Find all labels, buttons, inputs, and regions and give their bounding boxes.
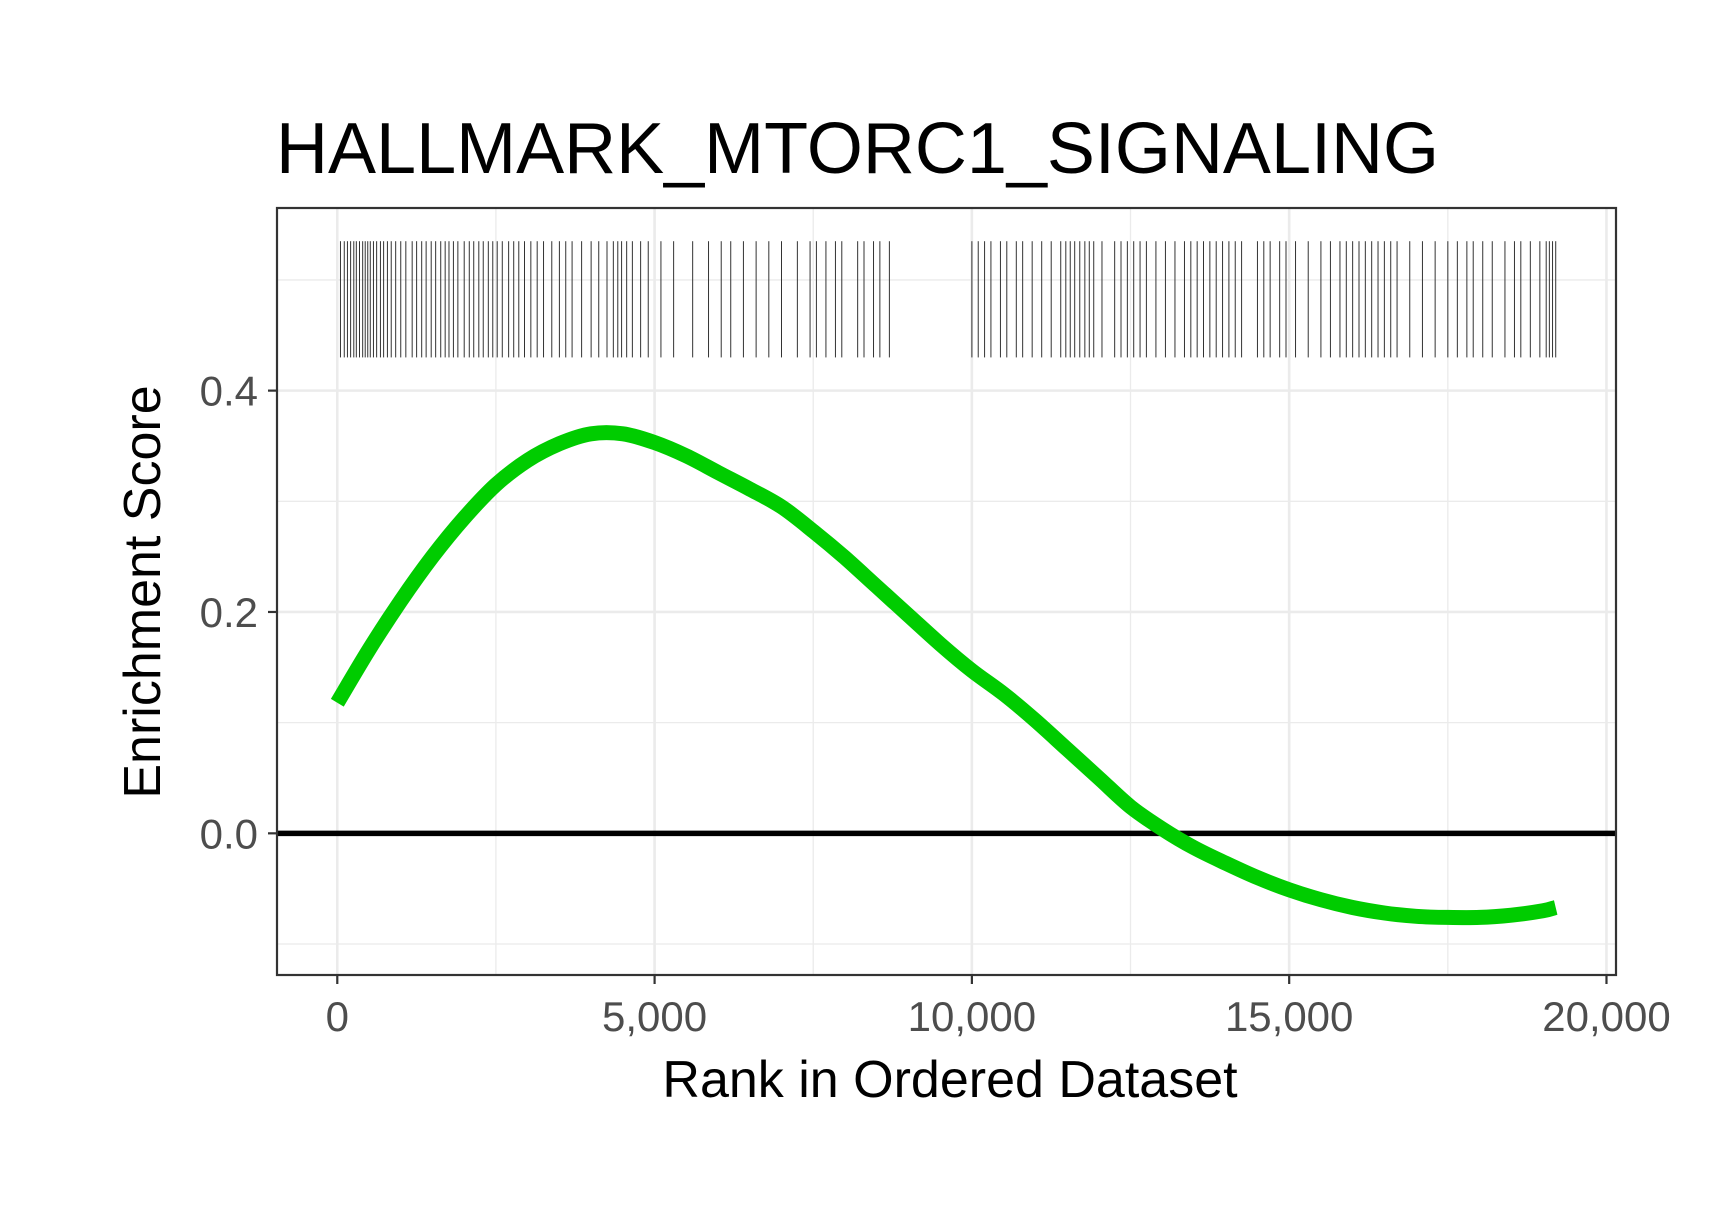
x-tick-label: 20,000 <box>1542 993 1670 1040</box>
y-tick-label: 0.2 <box>200 589 258 636</box>
y-axis-title: Enrichment Score <box>114 385 172 798</box>
gene-hit-barcode <box>339 241 1557 358</box>
x-axis-title: Rank in Ordered Dataset <box>662 1051 1238 1109</box>
x-tick-label: 10,000 <box>908 993 1036 1040</box>
chart-title: HALLMARK_MTORC1_SIGNALING <box>276 109 1439 189</box>
major-gridlines <box>277 208 1616 975</box>
panel-border <box>275 206 1618 977</box>
x-tick-label: 0 <box>326 993 349 1040</box>
x-axis-ticks: 0 5,000 10,000 15,000 20,000 <box>326 975 1671 1040</box>
enrichment-score-line <box>330 425 1558 926</box>
y-tick-label: 0.0 <box>200 810 258 857</box>
y-tick-label: 0.4 <box>200 368 258 415</box>
x-tick-label: 5,000 <box>602 993 707 1040</box>
series-layer <box>330 425 1558 926</box>
minor-gridlines <box>277 208 1616 975</box>
y-axis-ticks: 0.0 0.2 0.4 <box>200 368 277 857</box>
x-tick-label: 15,000 <box>1225 993 1353 1040</box>
